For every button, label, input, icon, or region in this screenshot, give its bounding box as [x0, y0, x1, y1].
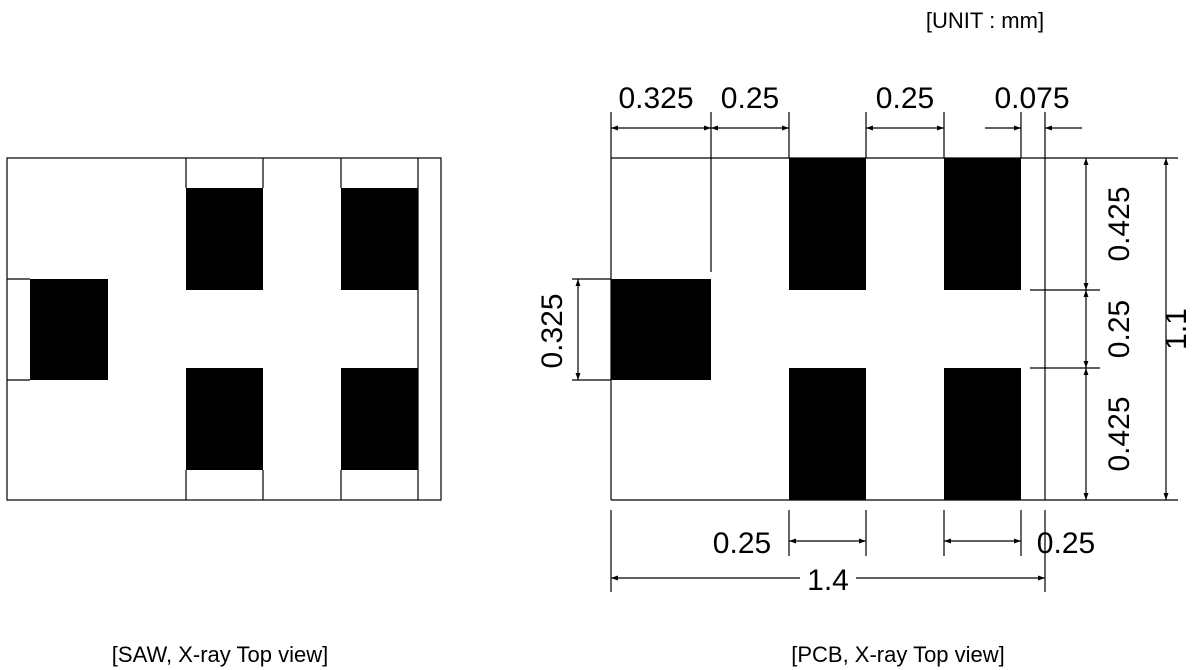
dim-bottom-1: 0.25 — [713, 527, 771, 560]
pcb-pad-bottom-2 — [944, 368, 1021, 500]
dim-right-1: 0.425 — [1103, 186, 1136, 261]
dim-total-width: 1.4 — [807, 564, 849, 597]
pcb-pad-top-1 — [789, 158, 866, 290]
dim-right-2: 0.25 — [1103, 300, 1136, 358]
saw-pad-top-2 — [341, 188, 418, 290]
dim-top-1: 0.325 — [618, 82, 693, 115]
pcb-pad-left — [611, 279, 711, 380]
pcb-view: 0.325 0.25 0.25 0.075 0.325 0.425 0.25 0… — [536, 82, 1192, 597]
dim-right-3: 0.425 — [1103, 396, 1136, 471]
dim-top-4: 0.075 — [994, 82, 1069, 115]
pcb-caption: [PCB, X-ray Top view] — [791, 642, 1005, 667]
saw-pad-left — [30, 279, 108, 380]
dim-top-3: 0.25 — [876, 82, 934, 115]
unit-label: [UNIT : mm] — [926, 8, 1044, 33]
saw-pad-bottom-1 — [186, 368, 263, 470]
pcb-pad-top-2 — [944, 158, 1021, 290]
dim-left-height: 0.325 — [536, 293, 569, 368]
pcb-pad-bottom-1 — [789, 368, 866, 500]
dim-top-2: 0.25 — [721, 82, 779, 115]
saw-outline — [6, 157, 442, 501]
saw-caption: [SAW, X-ray Top view] — [112, 642, 328, 667]
saw-view — [6, 157, 442, 501]
saw-pad-top-1 — [186, 188, 263, 290]
saw-pad-bottom-2 — [341, 368, 418, 470]
dim-total-height: 1.1 — [1160, 308, 1192, 350]
dim-bottom-2: 0.25 — [1037, 527, 1095, 560]
